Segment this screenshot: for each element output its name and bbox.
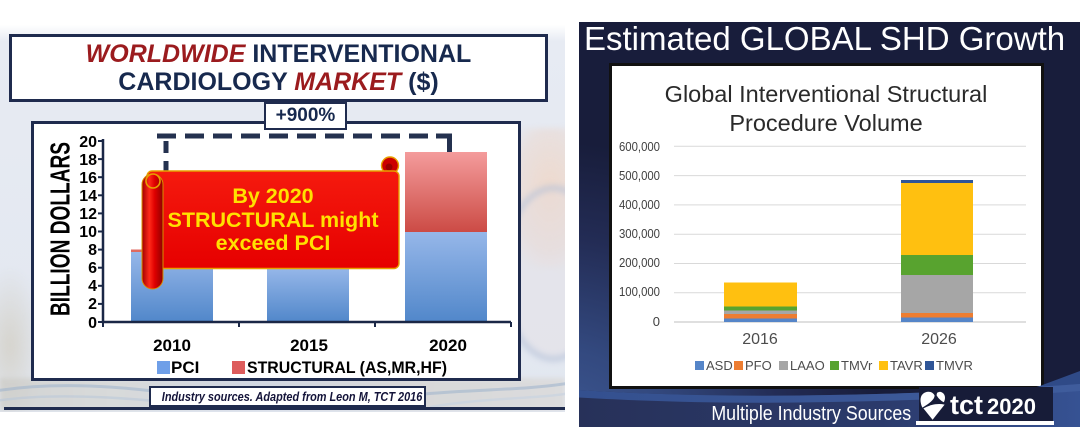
svg-text:2026: 2026: [921, 331, 957, 348]
svg-text:exceed PCI: exceed PCI: [216, 231, 331, 255]
svg-text:PFO: PFO: [745, 358, 772, 373]
svg-text:By 2020: By 2020: [232, 184, 313, 208]
svg-text:BILLION DOLLARS: BILLION DOLLARS: [45, 142, 76, 316]
svg-text:PCI: PCI: [171, 358, 199, 377]
svg-text:ASD: ASD: [706, 358, 733, 373]
svg-text:2020: 2020: [987, 394, 1036, 419]
svg-text:2015: 2015: [290, 336, 328, 355]
svg-text:6: 6: [88, 260, 97, 277]
svg-text:200,000: 200,000: [619, 255, 660, 270]
svg-text:Global Interventional Structur: Global Interventional Structural: [665, 81, 988, 107]
svg-text:2020: 2020: [429, 336, 467, 355]
svg-text:14: 14: [79, 188, 97, 205]
svg-text:0: 0: [653, 314, 660, 329]
svg-text:4: 4: [88, 278, 97, 295]
svg-text:STRUCTURAL (AS,MR,HF): STRUCTURAL (AS,MR,HF): [247, 358, 447, 377]
svg-text:TMVR: TMVR: [936, 358, 973, 373]
svg-text:TMVr: TMVr: [841, 358, 873, 373]
svg-text:STRUCTURAL might: STRUCTURAL might: [167, 208, 378, 232]
svg-text:10: 10: [79, 224, 97, 241]
svg-text:12: 12: [79, 206, 97, 223]
svg-text:2016: 2016: [742, 331, 778, 348]
svg-text:TAVR: TAVR: [890, 358, 923, 373]
svg-text:100,000: 100,000: [619, 284, 660, 299]
svg-text:8: 8: [88, 242, 97, 259]
svg-text:18: 18: [79, 152, 97, 169]
svg-text:tct: tct: [950, 390, 983, 420]
svg-text:0: 0: [88, 315, 97, 332]
svg-text:16: 16: [79, 170, 97, 187]
svg-text:500,000: 500,000: [619, 168, 660, 183]
svg-text:2: 2: [88, 296, 97, 313]
svg-text:20: 20: [79, 134, 97, 151]
svg-text:LAAO: LAAO: [790, 358, 825, 373]
svg-text:400,000: 400,000: [619, 197, 660, 212]
svg-text:600,000: 600,000: [619, 139, 660, 154]
svg-text:2010: 2010: [153, 336, 191, 355]
svg-text:300,000: 300,000: [619, 226, 660, 241]
svg-text:Procedure Volume: Procedure Volume: [729, 110, 922, 136]
